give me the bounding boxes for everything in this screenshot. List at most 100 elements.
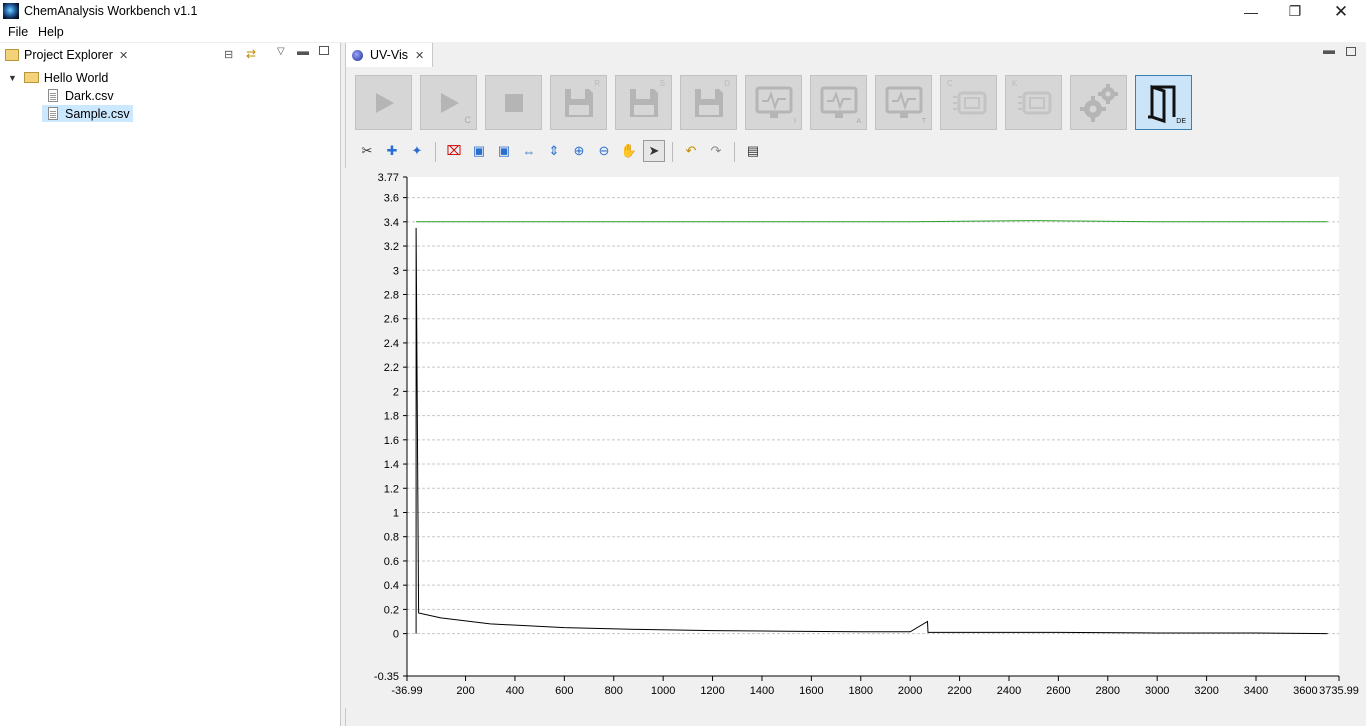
horizontal-range-button[interactable]: ⇔ <box>518 140 540 162</box>
vertical-range-button[interactable]: ⇕ <box>543 140 565 162</box>
tree-item-hello-world[interactable]: ▼ Hello World <box>8 69 108 86</box>
monitor-i-icon <box>755 86 792 118</box>
x-tick-label: -36.99 <box>391 685 422 697</box>
monitor-i-button[interactable]: I <box>745 75 802 130</box>
minimize-view-icon[interactable]: ▬ <box>297 44 309 58</box>
tree-item-label: Dark.csv <box>65 88 114 103</box>
series-line-0 <box>416 220 1328 223</box>
restore-icon[interactable]: ❐ <box>1288 3 1302 19</box>
maximize-view-icon[interactable] <box>1346 47 1356 56</box>
x-tick-label: 1600 <box>799 685 823 697</box>
remove-marker-button[interactable]: ✦ <box>406 140 428 162</box>
save-r-button[interactable]: R <box>550 75 607 130</box>
tree-item-label: Hello World <box>43 70 109 85</box>
close-tab-icon[interactable]: ✕ <box>118 49 129 62</box>
axis-settings-button[interactable]: ⌧ <box>443 140 465 162</box>
crosshair-remove-icon: ✦ <box>411 143 423 158</box>
c-list-icon <box>952 91 986 114</box>
toolbar-separator <box>435 142 436 162</box>
select-pointer-button[interactable]: ➤ <box>643 140 665 162</box>
x-tick-label: 600 <box>555 685 573 697</box>
tree-item-dark-csv[interactable]: Dark.csv <box>48 87 114 104</box>
x-tick-label: 800 <box>605 685 623 697</box>
close-icon[interactable]: ✕ <box>1333 1 1349 21</box>
x-tick-label: 400 <box>506 685 524 697</box>
tree-item-sample-csv[interactable]: Sample.csv <box>42 105 133 122</box>
link-editor-icon[interactable]: ⇄ <box>246 47 257 61</box>
x-tick-label: 3200 <box>1194 685 1218 697</box>
d-badge: D <box>724 79 730 88</box>
scissors-icon: ✂ <box>361 143 373 158</box>
y-tick-label: 3.6 <box>384 193 399 205</box>
project-explorer-icon <box>5 49 19 61</box>
zoom-in-icon: ⊕ <box>573 143 585 158</box>
save-d-icon <box>694 88 723 117</box>
y-tick-label: 0 <box>393 629 399 641</box>
title-bar: ChemAnalysis Workbench v1.1 — ❐ ✕ <box>0 0 1366 23</box>
redo-button[interactable]: ↷ <box>705 140 727 162</box>
x-tick-label: 3735.99 <box>1319 685 1359 697</box>
save-r-icon <box>564 88 593 117</box>
toolbar-separator <box>672 142 673 162</box>
y-tick-label: 1.8 <box>384 411 399 423</box>
tools-button[interactable]: ✂ <box>356 140 378 162</box>
tree-item-label: Sample.csv <box>65 106 130 121</box>
maximize-view-icon[interactable] <box>319 46 329 55</box>
add-marker-button[interactable]: ✚ <box>381 140 403 162</box>
undo-button[interactable]: ↶ <box>680 140 702 162</box>
tab-project-explorer[interactable]: Project Explorer ✕ <box>0 43 129 67</box>
menu-help[interactable]: Help <box>38 25 64 39</box>
monitor-a-button[interactable]: A <box>810 75 867 130</box>
file-icon <box>48 107 58 120</box>
monitor-a-icon <box>820 86 857 118</box>
monitor-t-button[interactable]: T <box>875 75 932 130</box>
pointer-icon: ➤ <box>648 143 660 158</box>
spectrum-chart[interactable]: 3.77 3.6 3.4 3.2 3 2.8 2.6 2.4 2.2 2 1.8 1.6 1.4 1.2 1… <box>345 168 1366 708</box>
window-title: ChemAnalysis Workbench v1.1 <box>24 4 198 18</box>
minimize-view-icon[interactable]: ▬ <box>1323 43 1335 57</box>
x-tick-label: 1200 <box>700 685 724 697</box>
i-badge: I <box>794 118 796 125</box>
save-s-button[interactable]: S <box>615 75 672 130</box>
series-line-1 <box>415 227 1328 635</box>
t-badge: T <box>921 118 926 125</box>
zoom-area-button[interactable]: ▣ <box>468 140 490 162</box>
chart-properties-button[interactable]: ▤ <box>742 140 764 162</box>
minimize-icon[interactable]: — <box>1244 3 1258 20</box>
stop-button[interactable] <box>485 75 542 130</box>
zoom-out-button[interactable]: ⊖ <box>593 140 615 162</box>
c-list-button[interactable]: C <box>940 75 997 130</box>
x-tick-label: 200 <box>456 685 474 697</box>
close-tab-icon[interactable]: ✕ <box>414 49 425 62</box>
axis-icon: ⌧ <box>446 143 462 158</box>
x-tick-label: 2800 <box>1096 685 1120 697</box>
settings-button[interactable] <box>1070 75 1127 130</box>
run-button[interactable] <box>355 75 412 130</box>
tab-uv-vis[interactable]: UV-Vis ✕ <box>346 43 434 67</box>
x-tick-label: 2600 <box>1046 685 1070 697</box>
y-tick-label: 2.2 <box>384 362 399 374</box>
door-de-icon <box>1147 84 1175 123</box>
chevron-down-icon[interactable]: ▼ <box>8 72 17 83</box>
horizontal-range-icon: ⇔ <box>522 143 536 159</box>
y-tick-label: 0.6 <box>384 556 399 568</box>
spectrum-plot[interactable]: 3.77 3.6 3.4 3.2 3 2.8 2.6 2.4 2.2 2 1.8 1.6 1.4 1.2 1… <box>345 168 1366 708</box>
run-continuous-button[interactable]: C <box>420 75 477 130</box>
zoom-out-icon: ⊖ <box>598 143 610 158</box>
open-door-de-button[interactable]: DE <box>1135 75 1192 130</box>
zoom-in-button[interactable]: ⊕ <box>568 140 590 162</box>
zoom-fit-button[interactable]: ▣ <box>493 140 515 162</box>
y-tick-label: 3.2 <box>384 241 399 253</box>
x-tick-label: 1400 <box>750 685 774 697</box>
menu-file[interactable]: File <box>8 25 29 39</box>
folder-open-icon <box>23 72 39 83</box>
vertical-range-icon: ⇕ <box>548 143 560 158</box>
continuous-badge: C <box>464 115 472 125</box>
view-menu-icon[interactable]: ▽ <box>277 46 285 57</box>
play-icon <box>375 92 394 113</box>
save-d-button[interactable]: D <box>680 75 737 130</box>
pan-button[interactable]: ✋ <box>618 140 640 162</box>
project-explorer-panel: Project Explorer ✕ ⊟ ⇄ ▽ ▬ ▼ Hello World… <box>0 43 341 726</box>
collapse-all-icon[interactable]: ⊟ <box>224 49 234 61</box>
k-list-button[interactable]: K <box>1005 75 1062 130</box>
